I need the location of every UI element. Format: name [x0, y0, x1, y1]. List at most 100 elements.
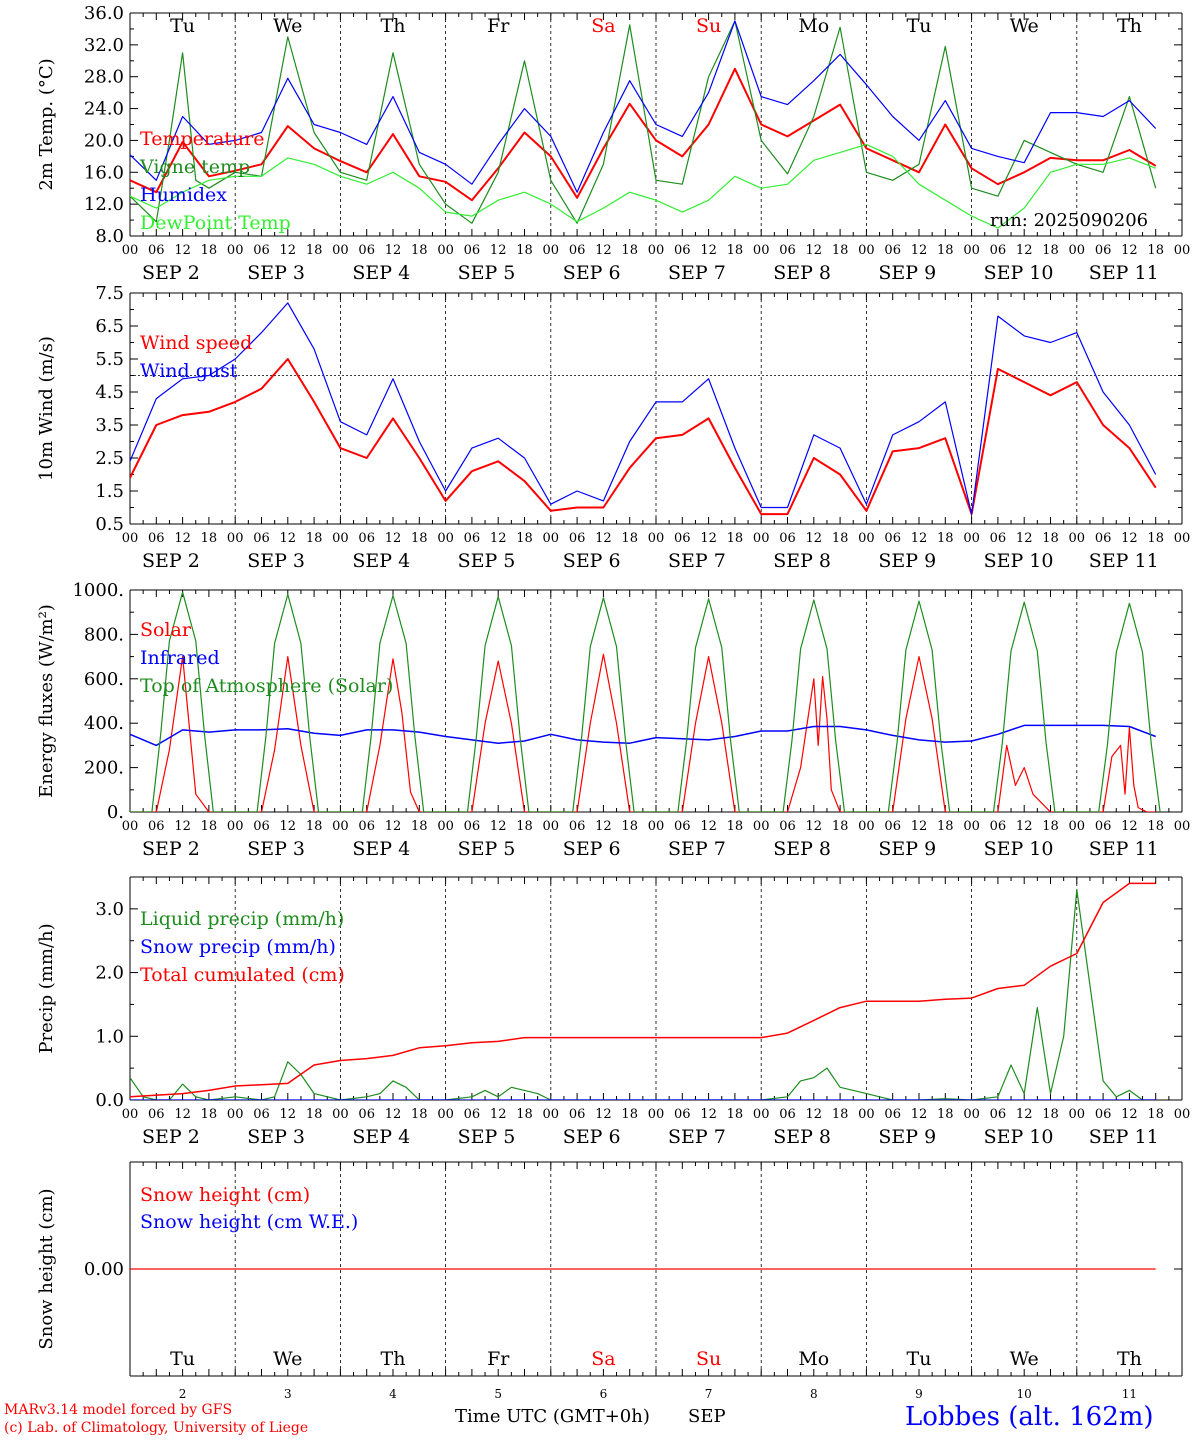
precip-legend-entry: Snow precip (mm/h)	[140, 936, 336, 958]
bottom-day-number: 6	[600, 1387, 608, 1401]
precip-hour-label: 18	[516, 1107, 533, 1122]
precip-hour-label: 18	[306, 1107, 323, 1122]
wind-series-wind-speed	[130, 358, 1157, 516]
energy-hour-label: 12	[385, 819, 402, 834]
energy-hour-label: 18	[937, 819, 954, 834]
wind-hour-label: 12	[385, 531, 402, 546]
temp-hour-label: 12	[806, 243, 823, 258]
top-dow-label: Fr	[487, 15, 510, 37]
temp-date-label: SEP 2	[142, 262, 200, 284]
temp-series-temperature	[130, 67, 1157, 202]
snow-legend-entry: Snow height (cm W.E.)	[140, 1211, 358, 1233]
wind-hour-label: 12	[911, 531, 928, 546]
wind-date-label: SEP 2	[142, 550, 200, 572]
snow-y-axis-label: Snow height (cm)	[36, 1188, 57, 1349]
bottom-day-number: 7	[705, 1387, 713, 1401]
precip-hour-label: 18	[411, 1107, 428, 1122]
precip-hour-label: 06	[884, 1107, 901, 1122]
energy-date-label: SEP 7	[668, 838, 726, 860]
energy-hour-label: 12	[280, 819, 297, 834]
precip-hour-label: 06	[358, 1107, 375, 1122]
precip-hour-label: 12	[700, 1107, 717, 1122]
energy-hour-label: 18	[201, 819, 218, 834]
precip-hour-label: 00	[543, 1107, 560, 1122]
temp-hour-label: 06	[253, 243, 270, 258]
top-dow-label: Tu	[170, 15, 195, 37]
temp-hour-label: 06	[1095, 243, 1112, 258]
wind-y-tick-label: 4.5	[95, 382, 124, 403]
temp-date-label: SEP 9	[878, 262, 936, 284]
wind-date-label: SEP 3	[247, 550, 305, 572]
wind-date-label: SEP 5	[458, 550, 516, 572]
precip-hour-label: 18	[1042, 1107, 1059, 1122]
temp-hour-label: 12	[1121, 243, 1138, 258]
precip-hour-label: 00	[437, 1107, 454, 1122]
wind-hour-label: 00	[963, 531, 980, 546]
temp-date-label: SEP 7	[668, 262, 726, 284]
wind-date-label: SEP 4	[352, 550, 410, 572]
bottom-day-number: 8	[810, 1387, 818, 1401]
temp-hour-label: 06	[358, 243, 375, 258]
temp-hour-label: 12	[1016, 243, 1033, 258]
energy-hour-label: 12	[490, 819, 507, 834]
temp-y-tick-label: 28.0	[84, 67, 124, 88]
energy-hour-label: 18	[306, 819, 323, 834]
temp-date-label: SEP 10	[984, 262, 1054, 284]
energy-y-tick-label: 600.	[84, 669, 124, 690]
precip-date-label: SEP 9	[878, 1126, 936, 1148]
energy-date-label: SEP 3	[247, 838, 305, 860]
energy-hour-label: 06	[884, 819, 901, 834]
temp-hour-label: 12	[490, 243, 507, 258]
wind-hour-label: 18	[1147, 531, 1164, 546]
temp-date-label: SEP 6	[563, 262, 621, 284]
precip-hour-label: 00	[227, 1107, 244, 1122]
precip-hour-label: 06	[990, 1107, 1007, 1122]
precip-hour-label: 06	[779, 1107, 796, 1122]
footer-model-line: MARv3.14 model forced by GFS	[4, 1402, 233, 1418]
wind-hour-label: 12	[490, 531, 507, 546]
temp-series-vigne-temp	[130, 20, 1157, 224]
energy-hour-label: 00	[227, 819, 244, 834]
energy-date-label: SEP 5	[458, 838, 516, 860]
precip-hour-label: 12	[1121, 1107, 1138, 1122]
precip-panel: 0.0 1.0 2.0 3.0 Precip (mm/h) Liquid precip (…	[36, 876, 1191, 1148]
wind-panel: 0.5 1.5 2.5 3.5 4.5 5.5 6.5 7.5 10m Wind (m/s) Wi…	[36, 283, 1190, 572]
precip-date-label: SEP 7	[668, 1126, 726, 1148]
temp-date-label: SEP 4	[352, 262, 410, 284]
temp-hour-label: 12	[280, 243, 297, 258]
temp-hour-label: 06	[779, 243, 796, 258]
footer-copyright-line: (c) Lab. of Climatology, University of L…	[4, 1420, 309, 1436]
energy-series-infrared	[130, 724, 1156, 747]
precip-date-label: SEP 5	[458, 1126, 516, 1148]
wind-y-tick-label: 0.5	[95, 514, 124, 535]
energy-hour-label: 12	[911, 819, 928, 834]
temp-hour-label: 00	[1069, 243, 1086, 258]
top-dow-label: Sa	[591, 15, 615, 37]
wind-hour-label: 18	[516, 531, 533, 546]
temp-date-label: SEP 11	[1089, 262, 1159, 284]
precip-hour-label: 12	[174, 1107, 191, 1122]
precip-hour-label: 00	[1174, 1107, 1191, 1122]
temp-y-tick-label: 8.0	[95, 226, 124, 247]
energy-date-label: SEP 4	[352, 838, 410, 860]
energy-hour-label: 06	[674, 819, 691, 834]
energy-hour-label: 00	[1069, 819, 1086, 834]
precip-hour-label: 06	[253, 1107, 270, 1122]
bottom-dow-label: Sa	[591, 1348, 615, 1370]
wind-hour-label: 06	[674, 531, 691, 546]
wind-hour-label: 12	[595, 531, 612, 546]
bottom-dow-label: Fr	[487, 1348, 510, 1370]
energy-date-label: SEP 8	[773, 838, 831, 860]
wind-hour-label: 18	[937, 531, 954, 546]
temp-hour-label: 00	[648, 243, 665, 258]
temp-hour-label: 00	[1174, 243, 1191, 258]
precip-date-label: SEP 10	[984, 1126, 1054, 1148]
wind-hour-label: 00	[1174, 531, 1191, 546]
wind-y-tick-label: 5.5	[95, 349, 124, 370]
temp-hour-label: 18	[832, 243, 849, 258]
bottom-dow-label: Th	[1117, 1348, 1142, 1370]
temp-hour-label: 12	[595, 243, 612, 258]
bottom-dow-label: We	[1010, 1348, 1039, 1370]
energy-legend-entry: Infrared	[140, 647, 220, 669]
wind-y-tick-label: 3.5	[95, 415, 124, 436]
